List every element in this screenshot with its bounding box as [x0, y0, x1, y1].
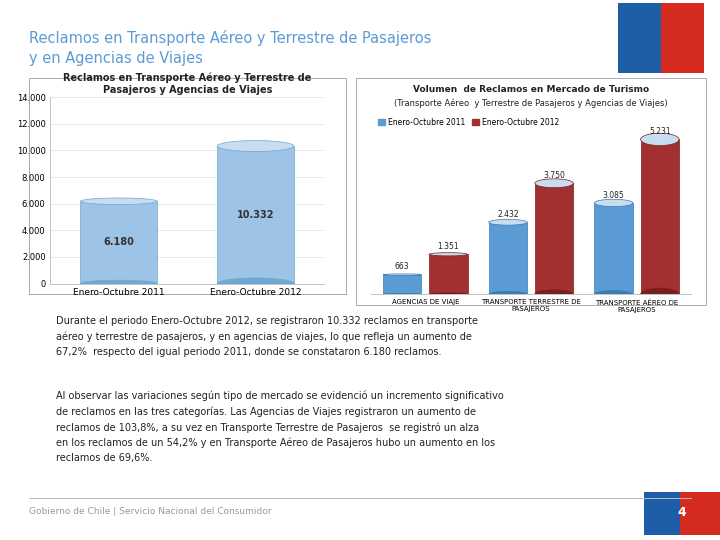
- Ellipse shape: [535, 290, 573, 299]
- Text: 10.332: 10.332: [237, 210, 274, 220]
- Ellipse shape: [595, 291, 633, 298]
- Bar: [429, 254, 467, 294]
- Title: Reclamos en Transporte Aéreo y Terrestre de
Pasajeros y Agencias de Viajes: Reclamos en Transporte Aéreo y Terrestre…: [63, 73, 311, 95]
- Text: 5.231: 5.231: [649, 127, 670, 136]
- Text: Volumen  de Reclamos en Mercado de Turismo: Volumen de Reclamos en Mercado de Turism…: [413, 85, 649, 94]
- Bar: [383, 275, 421, 294]
- Text: y en Agencias de Viajes: y en Agencias de Viajes: [29, 51, 202, 66]
- Text: 1.351: 1.351: [438, 242, 459, 251]
- Ellipse shape: [641, 133, 679, 146]
- Text: Al observar las variaciones según tipo de mercado se evidenció un incremento sig: Al observar las variaciones según tipo d…: [55, 391, 503, 463]
- Bar: [680, 492, 720, 535]
- Bar: [81, 201, 157, 284]
- Ellipse shape: [429, 293, 467, 296]
- Text: 2.432: 2.432: [497, 210, 518, 219]
- Text: 4: 4: [678, 507, 686, 519]
- Bar: [618, 3, 661, 73]
- Ellipse shape: [489, 219, 527, 225]
- Text: Durante el periodo Enero-Octubre 2012, se registraron 10.332 reclamos en transpo: Durante el periodo Enero-Octubre 2012, s…: [55, 316, 477, 357]
- Ellipse shape: [429, 253, 467, 256]
- Bar: [217, 146, 294, 284]
- Bar: [489, 222, 527, 294]
- Text: 3.750: 3.750: [543, 171, 565, 180]
- Ellipse shape: [489, 292, 527, 297]
- Text: 663: 663: [395, 262, 410, 272]
- Ellipse shape: [641, 288, 679, 300]
- Text: 6.180: 6.180: [104, 238, 134, 247]
- Ellipse shape: [535, 179, 573, 188]
- Text: 3.085: 3.085: [603, 191, 624, 200]
- Bar: [641, 139, 679, 294]
- Legend: Enero-Octubre 2011, Enero-Octubre 2012: Enero-Octubre 2011, Enero-Octubre 2012: [374, 114, 563, 130]
- Text: Reclamos en Transporte Aéreo y Terrestre de Pasajeros: Reclamos en Transporte Aéreo y Terrestre…: [29, 30, 431, 46]
- Ellipse shape: [81, 198, 157, 205]
- Ellipse shape: [383, 274, 421, 275]
- Text: Gobierno de Chile | Servicio Nacional del Consumidor: Gobierno de Chile | Servicio Nacional de…: [29, 508, 271, 516]
- Ellipse shape: [595, 199, 633, 207]
- Ellipse shape: [217, 278, 294, 289]
- Text: (Transporte Aéreo  y Terrestre de Pasajeros y Agencias de Viajes): (Transporte Aéreo y Terrestre de Pasajer…: [394, 99, 668, 108]
- Ellipse shape: [217, 140, 294, 152]
- Bar: [644, 492, 680, 535]
- Bar: [595, 203, 633, 294]
- Bar: [535, 183, 573, 294]
- Ellipse shape: [81, 280, 157, 287]
- Ellipse shape: [383, 294, 421, 295]
- Bar: [661, 3, 704, 73]
